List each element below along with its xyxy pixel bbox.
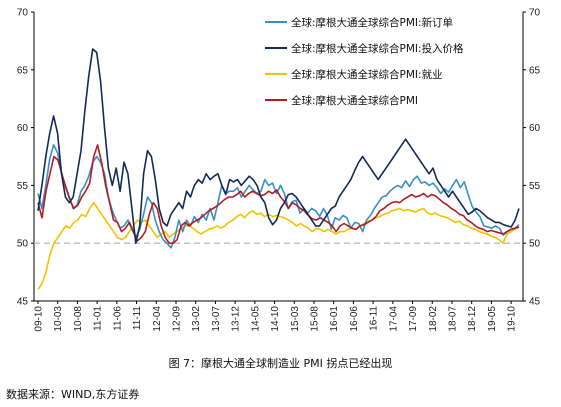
x-tick-label: 18-12: [467, 306, 478, 332]
x-tick-label: 15-08: [309, 306, 320, 332]
x-tick-label: 19-10: [507, 306, 518, 332]
x-tick-label: 11-06: [112, 306, 123, 331]
x-tick-label: 19-05: [487, 306, 498, 332]
legend-label-1: 全球:摩根大通全球综合PMI:投入价格: [291, 42, 464, 55]
series-line-3: [37, 144, 520, 244]
x-tick-label: 12-09: [171, 306, 182, 332]
x-tick-label: 16-11: [369, 306, 380, 331]
x-tick-label: 17-09: [408, 306, 419, 332]
y-tick-label-left: 60: [17, 123, 29, 134]
x-tick-label: 10-08: [73, 306, 84, 332]
x-tick-label: 13-12: [231, 306, 242, 332]
x-tick-label: 12-04: [152, 306, 163, 332]
y-tick-label-right: 55: [529, 181, 541, 192]
x-tick-label: 14-10: [270, 306, 281, 332]
series-line-0: [37, 144, 520, 249]
y-tick-label-right: 50: [529, 239, 541, 250]
x-tick-label: 11-01: [93, 306, 104, 331]
x-tick-label: 13-02: [191, 306, 202, 332]
y-tick-label-left: 55: [17, 181, 29, 192]
pmi-line-chart: 45 50 55 60 65 70 45 50 55 60 65 70 09-10 10-03 10-08 1…: [17, 8, 541, 332]
data-source: 数据来源：WIND,东方证券: [6, 388, 140, 401]
chart-legend: 全球:摩根大通全球综合PMI:新订单全球:摩根大通全球综合PMI:投入价格全球:…: [265, 16, 464, 107]
plot-area: [34, 48, 523, 290]
x-tick-label: 17-04: [388, 306, 399, 332]
x-tick-label: 18-07: [447, 306, 458, 332]
series-line-1: [37, 48, 520, 244]
figure-caption: 图 7：摩根大通全球制造业 PMI 拐点已经出现: [168, 357, 393, 370]
x-tick-label: 09-10: [34, 306, 45, 332]
legend-label-0: 全球:摩根大通全球综合PMI:新订单: [291, 16, 453, 29]
y-tick-label-right: 60: [529, 123, 541, 134]
x-tick-label: 13-07: [211, 306, 222, 332]
y-tick-label-left: 45: [17, 297, 29, 308]
x-tick-label: 18-02: [428, 306, 439, 332]
x-tick-label: 16-01: [329, 306, 340, 332]
legend-label-3: 全球:摩根大通全球综合PMI: [291, 94, 418, 107]
y-tick-label-left: 65: [17, 65, 29, 76]
x-tick-label: 14-05: [250, 306, 261, 332]
axes-group: 45 50 55 60 65 70 45 50 55 60 65 70 09-10 10-03 10-08 1…: [17, 8, 541, 332]
y-tick-label-left: 50: [17, 239, 29, 250]
legend-label-2: 全球:摩根大通全球综合PMI:就业: [291, 68, 443, 81]
x-tick-label: 16-06: [349, 306, 360, 332]
y-tick-label-right: 70: [529, 8, 541, 19]
x-tick-label: 11-11: [132, 306, 143, 331]
x-tick-label: 10-03: [53, 306, 64, 332]
y-tick-label-right: 65: [529, 65, 541, 76]
y-tick-label-right: 45: [529, 297, 541, 308]
x-tick-label: 15-03: [290, 306, 301, 332]
y-tick-label-left: 70: [17, 8, 29, 19]
